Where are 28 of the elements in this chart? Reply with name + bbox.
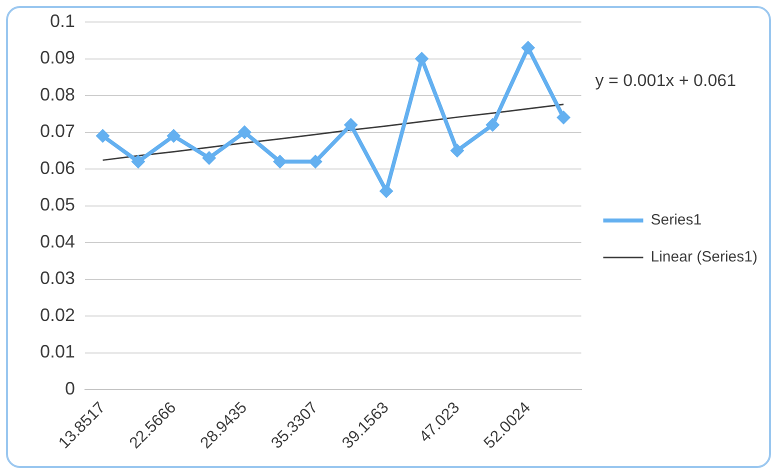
- point: [166, 128, 181, 143]
- y-tick-label: 0.07: [40, 121, 76, 142]
- legend-label: Series1: [650, 212, 702, 229]
- y-tick-label: 0.02: [40, 304, 76, 325]
- y-tick-label: 0.01: [40, 342, 76, 362]
- point: [96, 128, 110, 143]
- y-tick-label: 0.05: [40, 194, 76, 215]
- y-tick-label: 0.1: [50, 10, 76, 31]
- point: [272, 154, 287, 169]
- legend-label: Linear (Series1): [650, 248, 758, 266]
- y-tick-label: 0.04: [40, 231, 76, 252]
- point: [450, 144, 464, 158]
- point: [379, 184, 394, 198]
- point: [308, 154, 322, 169]
- point: [202, 150, 216, 165]
- point: [486, 118, 500, 132]
- y-tick-label: 0: [65, 378, 76, 398]
- y-tick-label: 0.03: [40, 268, 76, 288]
- point: [238, 125, 252, 140]
- y-tick-label: 0.09: [40, 48, 76, 68]
- y-tick-label: 0.06: [40, 158, 76, 178]
- point: [344, 118, 358, 132]
- y-tick-label: 0.08: [40, 84, 76, 104]
- point: [414, 52, 429, 66]
- point: [521, 40, 536, 55]
- point: [556, 110, 571, 125]
- text: y = 0.001x + 0.061: [595, 71, 736, 90]
- point: [131, 154, 146, 169]
